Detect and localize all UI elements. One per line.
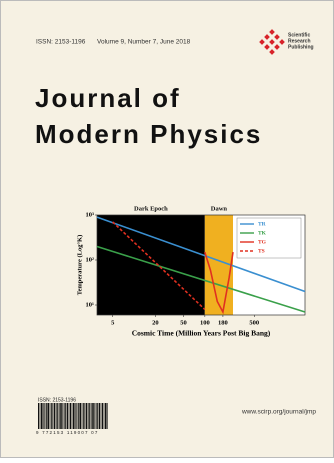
series-line (112, 221, 206, 310)
x-tick-label: 20 (152, 319, 159, 326)
bar-stripe (49, 403, 51, 429)
bar-stripe (56, 403, 57, 429)
bar-stripe (62, 403, 63, 429)
x-tick-label: 5 (111, 319, 115, 326)
bar-stripe (47, 403, 49, 429)
bar-stripe (95, 403, 97, 429)
bar-stripe (71, 403, 73, 429)
y-tick-label: 10² (86, 256, 95, 263)
series-line (96, 245, 306, 313)
bar-stripe (97, 403, 98, 429)
legend-label: TK (258, 230, 267, 236)
plot-frame (96, 214, 306, 316)
bar-stripe (58, 403, 60, 429)
x-tick-label: 180 (218, 319, 228, 326)
bar-stripe (60, 403, 62, 429)
publisher: Publishing (288, 44, 314, 50)
bar-stripe (38, 403, 39, 429)
bar-stripe (63, 403, 65, 429)
bar-stripe (70, 403, 71, 429)
bar-stripe (73, 403, 75, 429)
series-line (96, 216, 306, 293)
bar-stripe (44, 403, 46, 429)
bar-stripe (65, 403, 66, 429)
bar-stripe (89, 403, 91, 429)
legend-label: TS (258, 248, 265, 254)
region-label: Dark Epoch (134, 205, 168, 212)
series-line (204, 251, 234, 315)
bar-stripe (78, 403, 79, 429)
barcode (38, 403, 108, 429)
x-tick-label: 500 (249, 319, 259, 326)
bar-stripe (43, 403, 44, 429)
bar-stripe (68, 403, 70, 429)
x-tick-label: 50 (180, 319, 187, 326)
journal-title: Modern Physics (35, 119, 262, 149)
bar-stripe (57, 403, 59, 429)
bar-stripe (41, 403, 43, 429)
barcode-digits: 9 772153 119007 07 (36, 430, 99, 435)
issue: Volume 9, Number 7, June 2018 (97, 39, 191, 46)
publisher: Scientific (288, 32, 310, 38)
url: www.scirp.org/journal/jmp (241, 409, 316, 416)
bar-stripe (98, 403, 101, 429)
bar-stripe (50, 403, 52, 429)
bar-stripe (79, 403, 81, 429)
bar-stripe (82, 403, 84, 429)
bar-stripe (105, 403, 107, 429)
bar-stripe (100, 403, 102, 429)
publisher: Research (288, 38, 311, 44)
bar-stripe (90, 403, 92, 429)
y-tick-label: 10³ (86, 211, 95, 218)
region-label: Dawn (211, 205, 228, 212)
bar-stripe (102, 403, 103, 429)
bar-stripe (92, 403, 94, 429)
x-axis-label: Cosmic Time (Million Years Post Big Bang… (132, 329, 271, 338)
legend-label: TG (258, 239, 267, 245)
bar-stripe (39, 403, 41, 429)
barcode-issn: ISSN: 2153-1196 (38, 397, 76, 403)
bar-stripe (76, 403, 78, 429)
bar-stripe (84, 403, 86, 429)
x-tick-label: 100 (200, 319, 210, 326)
bar-stripe (103, 403, 105, 429)
issn: ISSN: 2153-1196 (36, 39, 86, 46)
y-axis-label: Temperature (Log°K) (76, 235, 83, 296)
cover-figure: Dark Epoch Dawn 5 20 50 100 180 500 10¹ 10² 10³ Cos… (76, 205, 306, 338)
bar-stripe (94, 403, 95, 429)
bar-stripe (46, 403, 47, 429)
journal-title: Journal of (35, 83, 181, 113)
bar-stripe (52, 403, 54, 429)
legend-label: TR (258, 221, 267, 227)
y-tick-label: 10¹ (86, 301, 95, 308)
region (97, 215, 205, 315)
bar-stripe (88, 403, 89, 429)
bar-stripe (81, 403, 83, 429)
bar-stripe (53, 403, 56, 429)
bar-stripe (85, 403, 88, 429)
bar-stripe (66, 403, 69, 429)
bar-stripe (107, 403, 108, 429)
bar-stripe (75, 403, 76, 429)
